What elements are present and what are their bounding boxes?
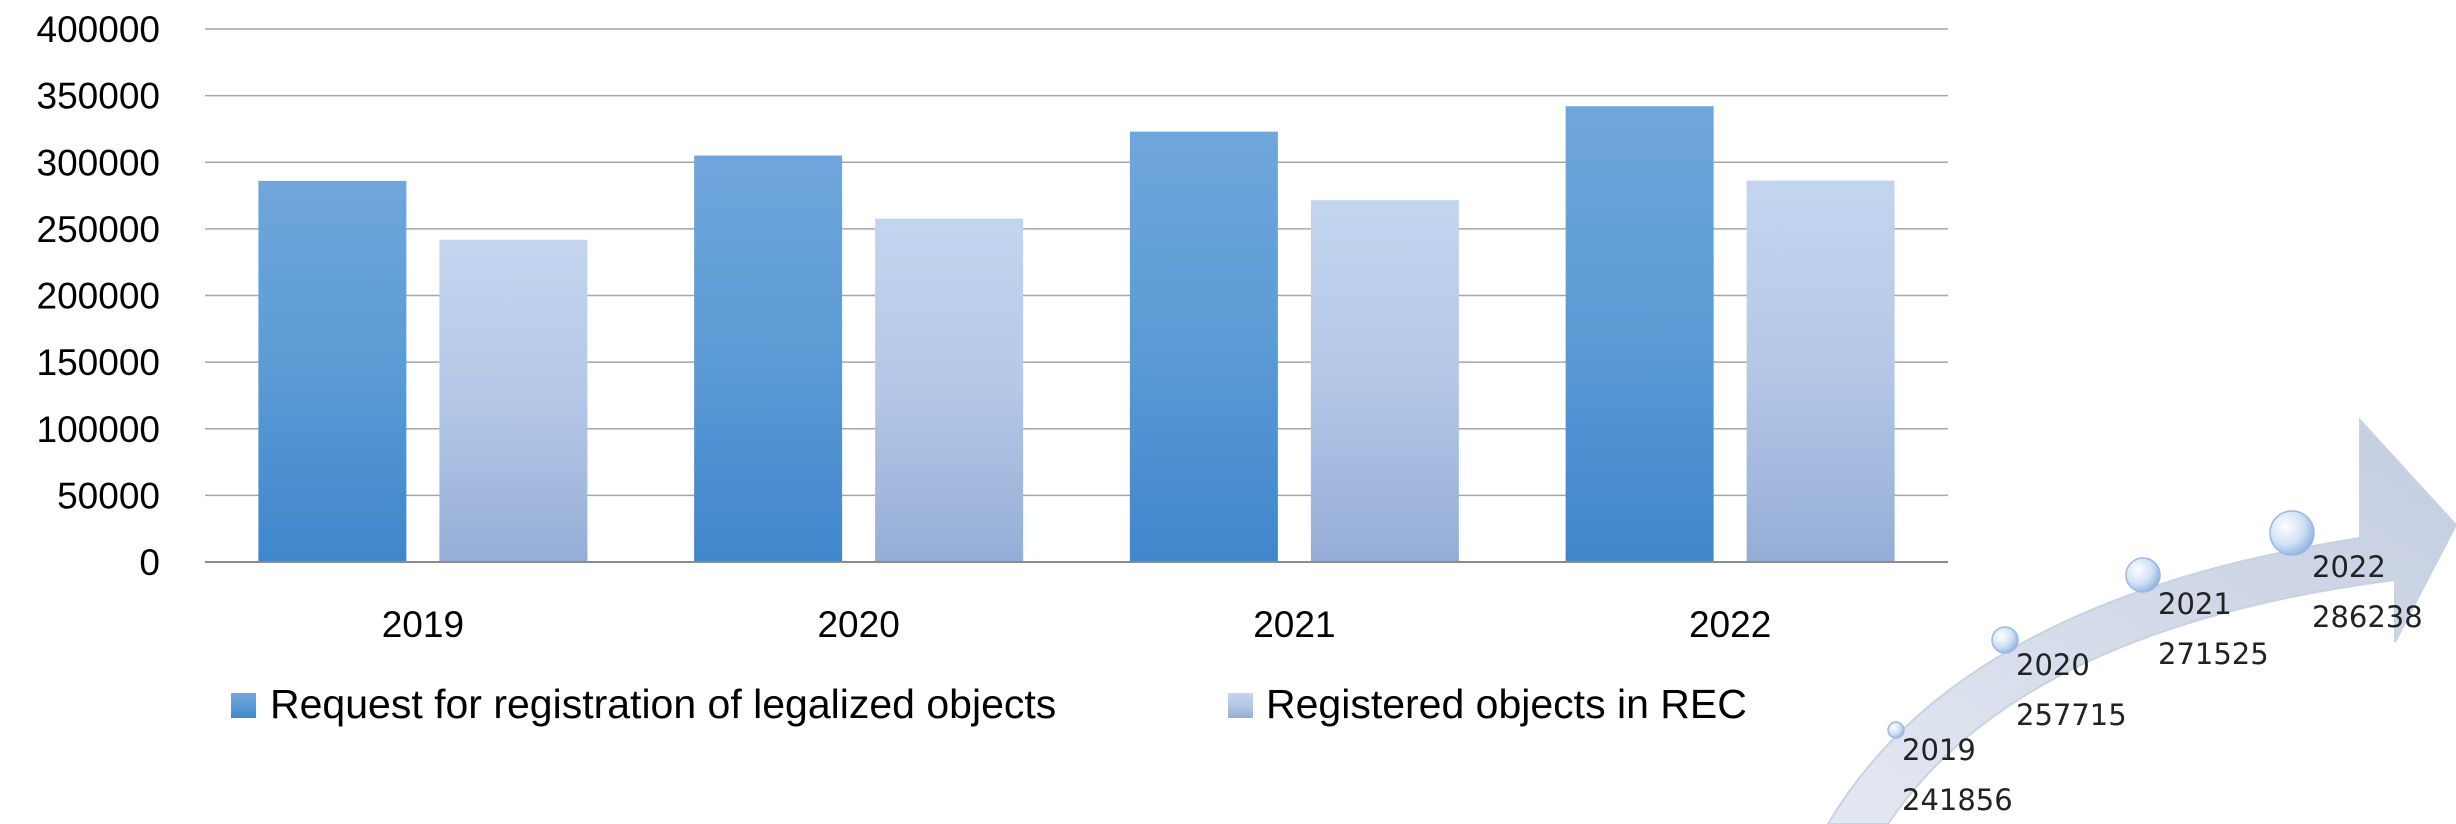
bar-series-2-2019 — [439, 239, 588, 563]
x-axis-ticks: 2019 2020 2021 2022 — [382, 604, 1772, 645]
y-tick-label: 300000 — [37, 142, 160, 183]
x-tick-label: 2022 — [1689, 604, 1771, 645]
y-tick-label: 200000 — [37, 276, 160, 317]
y-tick-label: 0 — [139, 542, 160, 583]
y-tick-label: 250000 — [37, 209, 160, 250]
timeline-value-2021: 271525 — [2158, 637, 2269, 671]
legend-swatch-series-1 — [231, 693, 256, 718]
y-tick-label: 50000 — [57, 475, 160, 516]
legend-label-series-2: Registered objects in REC — [1266, 681, 1747, 727]
timeline-year-2019: 2019 — [1902, 733, 1976, 767]
x-tick-label: 2021 — [1253, 604, 1335, 645]
y-tick-label: 150000 — [37, 342, 160, 383]
legend-swatch-series-2 — [1228, 693, 1253, 718]
x-tick-label: 2019 — [382, 604, 464, 645]
bars — [258, 106, 1895, 563]
bar-series-2-2022 — [1746, 180, 1895, 562]
y-axis-ticks: 0 50000 100000 150000 200000 250000 300000 3500… — [37, 9, 160, 583]
legend: Request for registration of legalized ob… — [231, 681, 1747, 727]
timeline-year-2021: 2021 — [2158, 587, 2232, 621]
timeline-bubble-2021 — [2125, 557, 2161, 593]
y-tick-label: 100000 — [37, 409, 160, 450]
legend-label-series-1: Request for registration of legalized ob… — [270, 681, 1056, 727]
timeline-bubble-2019 — [1887, 721, 1905, 739]
curved-arrow-shape — [1826, 417, 2456, 824]
arrow-points: 2019 241856 2020 257715 2021 271525 2022 286238 — [1887, 510, 2423, 817]
x-tick-label: 2020 — [817, 604, 899, 645]
y-tick-label: 400000 — [37, 9, 160, 50]
bar-series-2-2021 — [1310, 200, 1459, 562]
bar-series-2-2020 — [875, 218, 1024, 562]
timeline-value-2019: 241856 — [1902, 783, 2013, 817]
timeline-year-2020: 2020 — [2016, 648, 2090, 682]
timeline-bubble-2022 — [2269, 510, 2315, 556]
bar-series-1-2019 — [258, 180, 407, 562]
bar-series-1-2020 — [694, 155, 843, 562]
bar-series-1-2022 — [1565, 106, 1714, 562]
growth-arrow: 2019 241856 2020 257715 2021 271525 2022 286238 — [1826, 417, 2456, 824]
y-tick-label: 350000 — [37, 76, 160, 117]
timeline-year-2022: 2022 — [2312, 550, 2386, 584]
bar-series-1-2021 — [1129, 131, 1278, 563]
timeline-value-2020: 257715 — [2016, 698, 2127, 732]
timeline-bubble-2020 — [1991, 626, 2019, 654]
timeline-value-2022: 286238 — [2312, 600, 2423, 634]
